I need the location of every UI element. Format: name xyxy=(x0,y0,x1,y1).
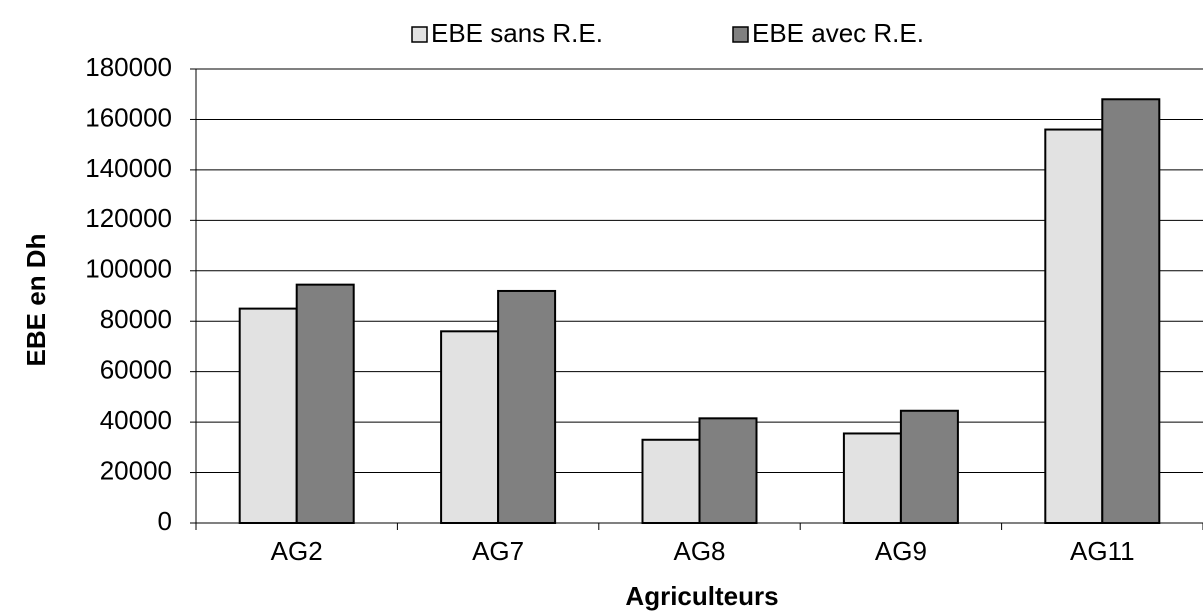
y-tick-label: 60000 xyxy=(100,355,172,385)
y-tick-label: 160000 xyxy=(85,102,172,132)
x-tick-label: AG2 xyxy=(271,536,323,566)
bar xyxy=(641,438,701,524)
x-tick-label: AG8 xyxy=(673,536,725,566)
y-tick-label: 100000 xyxy=(85,254,172,284)
legend-label: EBE sans R.E. xyxy=(431,18,603,48)
y-tick-label: 120000 xyxy=(85,203,172,233)
x-tick-label: AG7 xyxy=(472,536,524,566)
y-tick-label: 0 xyxy=(158,506,172,536)
bar xyxy=(698,417,758,525)
x-tick-label: AG9 xyxy=(875,536,927,566)
bar xyxy=(238,307,298,524)
x-tick-label: AG11 xyxy=(1070,536,1135,566)
x-axis-title: Agriculteurs xyxy=(625,581,778,611)
y-tick-label: 140000 xyxy=(85,153,172,183)
bar xyxy=(497,289,557,525)
legend-swatch xyxy=(732,26,749,43)
y-axis-title: EBE en Dh xyxy=(21,234,51,367)
y-tick-label: 80000 xyxy=(100,304,172,334)
y-tick-label: 180000 xyxy=(85,52,172,82)
y-tick-label: 40000 xyxy=(100,405,172,435)
y-tick-label: 20000 xyxy=(100,455,172,485)
legend-swatch xyxy=(411,26,428,43)
bar xyxy=(295,283,355,524)
bar xyxy=(1101,98,1161,525)
bar xyxy=(1044,128,1104,525)
legend-label: EBE avec R.E. xyxy=(752,18,924,48)
bar xyxy=(440,330,500,524)
bar xyxy=(899,409,959,524)
bar xyxy=(842,432,902,525)
